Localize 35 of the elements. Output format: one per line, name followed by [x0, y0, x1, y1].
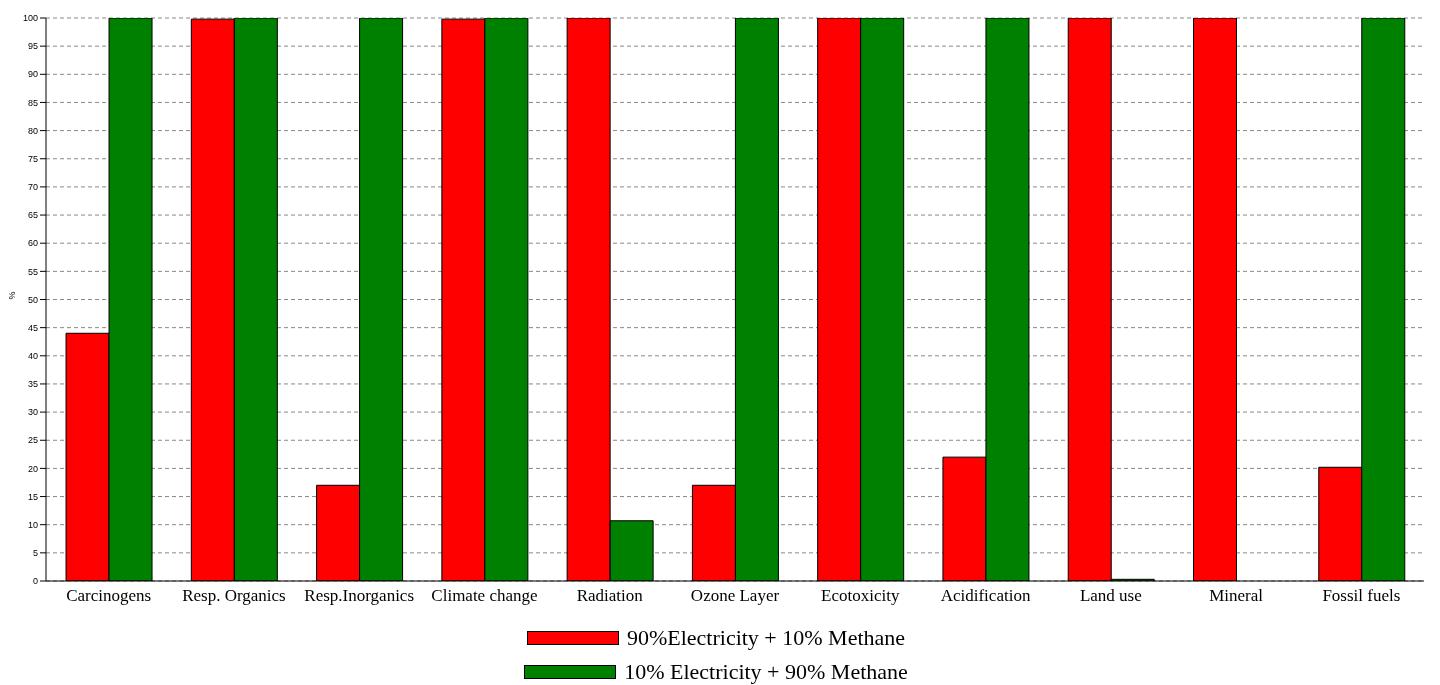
legend-label: 10% Electricity + 90% Methane — [624, 659, 908, 685]
x-tick-label: Resp. Organics — [182, 586, 286, 606]
x-tick-label: Ecotoxicity — [821, 586, 900, 606]
x-tick-label: Ozone Layer — [690, 586, 780, 606]
y-tick-label: 50 — [27, 294, 38, 305]
y-tick-label: 35 — [27, 379, 38, 390]
x-tick-label: Fossil fuels — [1322, 586, 1401, 606]
y-tick-label: 60 — [27, 238, 38, 249]
legend-label: 90%Electricity + 10% Methane — [626, 625, 906, 651]
x-tick-label: Climate change — [431, 586, 538, 606]
x-tick-label: Resp.Inorganics — [304, 586, 415, 606]
y-tick-label: 45 — [27, 322, 38, 333]
y-tick-label: 20 — [27, 463, 38, 474]
y-tick-label: 10 — [27, 519, 38, 530]
y-tick-label: 75 — [27, 153, 38, 164]
y-tick-label: 95 — [27, 41, 38, 52]
y-tick-label: 70 — [27, 182, 38, 193]
y-tick-label: 100 — [22, 13, 38, 24]
x-tick-label: Land use — [1079, 586, 1142, 606]
y-tick-label: 0 — [32, 576, 38, 587]
y-tick-label: 5 — [32, 548, 38, 559]
y-axis-title: % — [7, 291, 18, 300]
y-tick-label: 40 — [27, 350, 38, 361]
y-tick-label: 80 — [27, 125, 38, 136]
y-tick-label: 25 — [27, 435, 38, 446]
x-tick-label: Radiation — [576, 586, 644, 606]
x-tick-label: Acidification — [940, 586, 1031, 606]
x-tick-label: Mineral — [1209, 586, 1264, 606]
y-tick-label: 55 — [27, 266, 38, 277]
y-tick-label: 85 — [27, 97, 38, 108]
y-tick-label: 90 — [27, 69, 38, 80]
y-tick-label: 65 — [27, 210, 38, 221]
y-tick-label: 15 — [27, 491, 38, 502]
y-tick-label: 30 — [27, 407, 38, 418]
x-tick-label: Carcinogens — [66, 586, 152, 606]
